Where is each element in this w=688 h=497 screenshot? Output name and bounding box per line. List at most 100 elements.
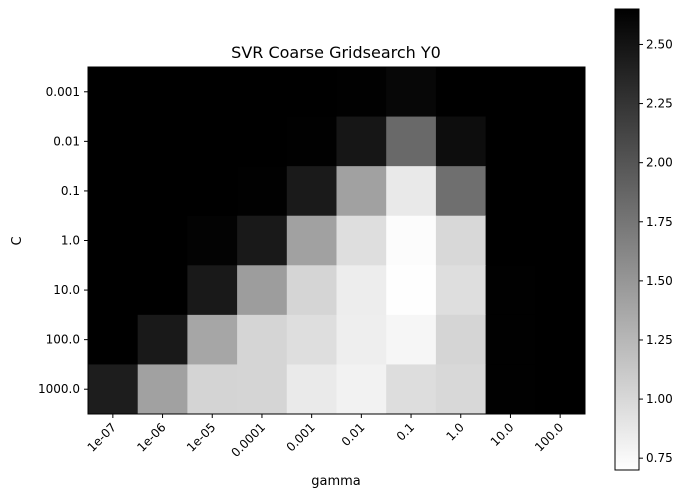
heatmap-cell — [88, 265, 139, 316]
x-tick-label: 100.0 — [532, 420, 566, 454]
y-axis: 0.001 0.01 0.1 1.0 10.0 100.0 1000.0 — [38, 85, 88, 396]
x-tick-label: 0.1 — [394, 420, 417, 443]
heatmap-cell — [336, 215, 387, 266]
heatmap-cell — [435, 166, 487, 217]
x-tick-label: 1e-07 — [85, 420, 119, 454]
heatmap-cell — [237, 166, 288, 217]
x-tick-label: 0.001 — [284, 420, 318, 454]
heatmap-cell — [237, 116, 288, 167]
heatmap-cell — [386, 364, 437, 415]
heatmap-cell — [137, 265, 188, 316]
y-tick-label: 1000.0 — [38, 382, 80, 396]
heatmap-cell — [187, 67, 238, 118]
heatmap-cell — [286, 166, 337, 217]
x-tick-label: 0.0001 — [228, 420, 268, 460]
colorbar-ticks: 0.75 1.00 1.25 1.50 1.75 2.00 2.25 2.50 — [639, 37, 673, 465]
heatmap-cell — [286, 364, 337, 415]
heatmap-cell — [237, 67, 288, 118]
heatmap-cell — [435, 67, 487, 118]
heatmap-cell — [137, 314, 188, 365]
heatmap-cell — [485, 67, 536, 118]
heatmap-cells — [88, 67, 586, 415]
colorbar-tick-label: 2.00 — [646, 156, 673, 170]
heatmap-cell — [435, 116, 487, 167]
heatmap-cell — [88, 116, 139, 167]
x-tick-label: 0.01 — [339, 420, 368, 449]
colorbar — [614, 8, 640, 471]
heatmap-cell — [187, 215, 238, 266]
y-tick-label: 100.0 — [46, 333, 80, 347]
y-tick-label: 0.001 — [46, 85, 80, 99]
heatmap-cell — [535, 265, 586, 316]
heatmap-cell — [485, 364, 536, 415]
y-tick-label: 0.1 — [61, 184, 80, 198]
heatmap-cell — [435, 314, 487, 365]
heatmap-cell — [187, 116, 238, 167]
colorbar-tick-label: 0.75 — [646, 451, 673, 465]
colorbar-tick-label: 1.75 — [646, 215, 673, 229]
heatmap-cell — [435, 215, 487, 266]
colorbar-tick-label: 1.00 — [646, 392, 673, 406]
heatmap-cell — [386, 215, 437, 266]
heatmap-cell — [485, 215, 536, 266]
x-axis-label: gamma — [311, 474, 361, 489]
heatmap-cell — [88, 215, 139, 266]
heatmap-cell — [336, 116, 387, 167]
heatmap-cell — [485, 265, 536, 316]
x-tick-label: 10.0 — [488, 420, 517, 449]
heatmap-cell — [485, 314, 536, 365]
heatmap-cell — [535, 67, 586, 118]
heatmap-cell — [286, 314, 337, 365]
heatmap-cell — [137, 166, 188, 217]
heatmap-cell — [535, 364, 586, 415]
heatmap-cell — [435, 265, 487, 316]
y-tick-label: 0.01 — [53, 134, 80, 148]
y-tick-label: 10.0 — [53, 283, 80, 297]
colorbar-tick-label: 1.50 — [646, 274, 673, 288]
heatmap-cell — [237, 215, 288, 266]
heatmap-cell — [336, 364, 387, 415]
heatmap-cell — [88, 314, 139, 365]
heatmap-cell — [386, 265, 437, 316]
y-tick-label: 1.0 — [61, 234, 80, 248]
heatmap-cell — [535, 314, 586, 365]
heatmap-cell — [286, 215, 337, 266]
heatmap-cell — [485, 166, 536, 217]
heatmap-cell — [88, 364, 139, 415]
heatmap-cell — [485, 116, 536, 167]
heatmap-cell — [88, 166, 139, 217]
x-axis: 1e-07 1e-06 1e-05 0.0001 0.001 0.01 0.1 1.0 10.0… — [85, 414, 566, 460]
colorbar-tick-label: 1.25 — [646, 333, 673, 347]
heatmap-cell — [386, 116, 437, 167]
heatmap-cell — [336, 314, 387, 365]
heatmap-cell — [187, 364, 238, 415]
heatmap-cell — [535, 116, 586, 167]
heatmap-cell — [386, 314, 437, 365]
y-axis-label: C — [10, 236, 25, 245]
heatmap-cell — [237, 314, 288, 365]
heatmap-cell — [386, 166, 437, 217]
heatmap-cell — [386, 67, 437, 118]
heatmap-cell — [535, 166, 586, 217]
heatmap-cell — [286, 67, 337, 118]
heatmap-cell — [187, 166, 238, 217]
colorbar-tick-label: 2.50 — [646, 37, 673, 51]
heatmap-cell — [286, 116, 337, 167]
heatmap-cell — [137, 116, 188, 167]
heatmap-cell — [187, 314, 238, 365]
heatmap-cell — [237, 265, 288, 316]
x-tick-label: 1e-06 — [134, 420, 168, 454]
heatmap-cell — [88, 67, 139, 118]
x-tick-label: 1.0 — [443, 420, 466, 443]
heatmap-cell — [435, 364, 487, 415]
heatmap-cell — [137, 67, 188, 118]
heatmap-cell — [237, 364, 288, 415]
heatmap-cell — [535, 215, 586, 266]
heatmap-cell — [286, 265, 337, 316]
heatmap-cell — [336, 265, 387, 316]
colorbar-tick-label: 2.25 — [646, 97, 673, 111]
x-tick-label: 1e-05 — [184, 420, 218, 454]
heatmap-cell — [137, 364, 188, 415]
heatmap-cell — [137, 215, 188, 266]
